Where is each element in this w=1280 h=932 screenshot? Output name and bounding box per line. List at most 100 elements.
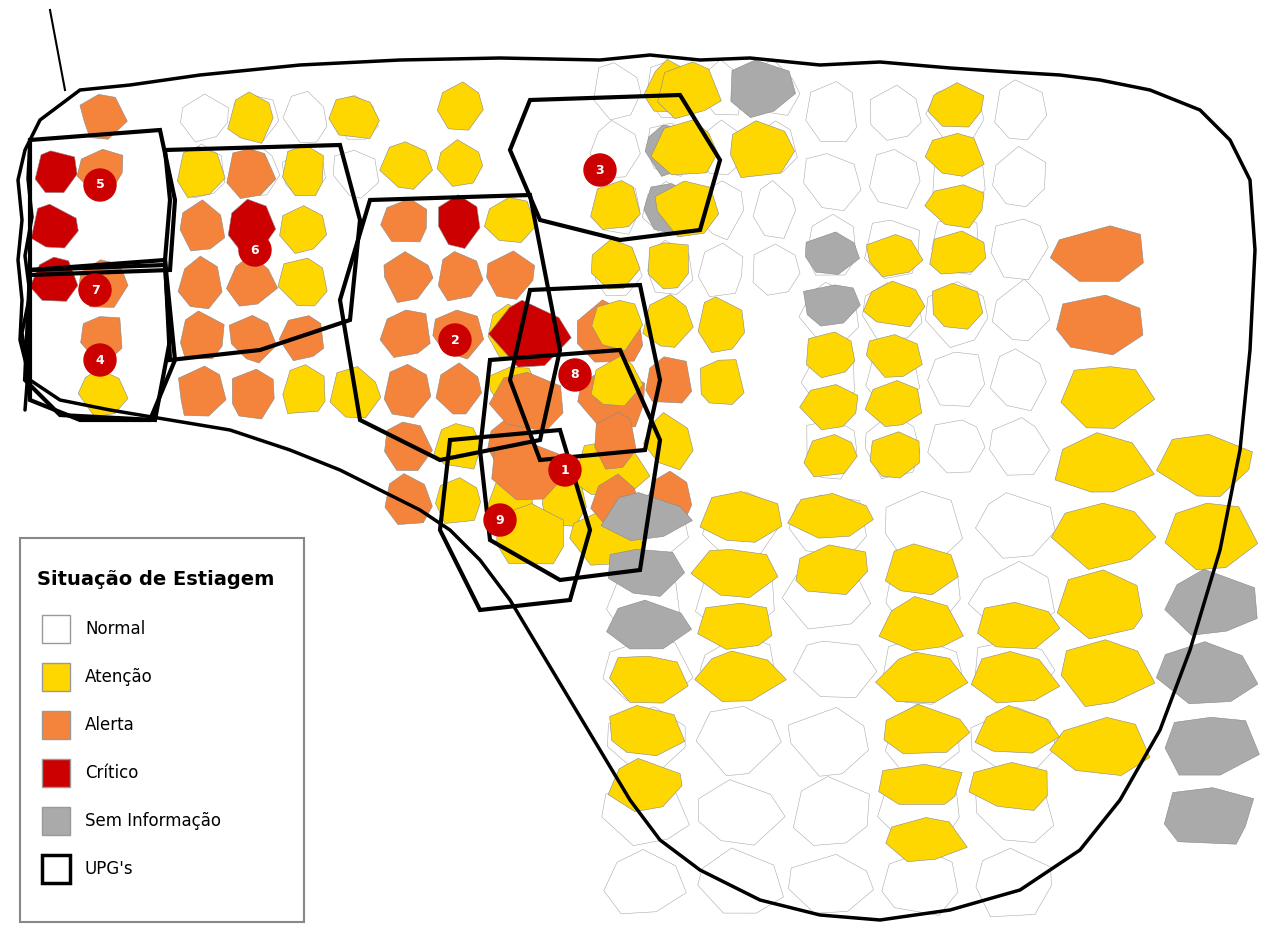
Polygon shape <box>698 603 772 650</box>
Polygon shape <box>970 707 1056 773</box>
Polygon shape <box>886 704 959 773</box>
FancyBboxPatch shape <box>42 615 70 643</box>
Polygon shape <box>806 332 855 377</box>
Polygon shape <box>543 474 586 527</box>
Polygon shape <box>878 764 963 804</box>
Polygon shape <box>232 369 274 419</box>
Polygon shape <box>178 256 221 308</box>
Polygon shape <box>178 146 225 198</box>
Polygon shape <box>699 243 742 296</box>
FancyBboxPatch shape <box>42 711 70 739</box>
Polygon shape <box>488 304 532 358</box>
Polygon shape <box>1061 639 1155 706</box>
Polygon shape <box>228 199 275 249</box>
Polygon shape <box>794 776 869 845</box>
Polygon shape <box>77 149 123 194</box>
Polygon shape <box>864 220 919 279</box>
Polygon shape <box>1165 503 1258 569</box>
Polygon shape <box>602 785 690 845</box>
Polygon shape <box>796 545 868 595</box>
Polygon shape <box>788 707 868 776</box>
Polygon shape <box>1156 434 1252 497</box>
Polygon shape <box>385 473 433 525</box>
Polygon shape <box>232 146 280 197</box>
Polygon shape <box>799 282 859 343</box>
Polygon shape <box>380 199 426 242</box>
Polygon shape <box>975 782 1053 843</box>
Polygon shape <box>570 504 643 565</box>
Polygon shape <box>886 817 968 861</box>
Polygon shape <box>804 154 861 211</box>
Text: 6: 6 <box>251 243 260 256</box>
Polygon shape <box>595 246 643 295</box>
Polygon shape <box>867 335 923 377</box>
Polygon shape <box>975 706 1060 753</box>
Text: Sem Informação: Sem Informação <box>84 812 221 830</box>
Polygon shape <box>788 855 873 913</box>
Polygon shape <box>696 706 781 775</box>
Polygon shape <box>608 549 685 596</box>
Text: Alerta: Alerta <box>84 716 134 734</box>
Polygon shape <box>497 503 563 564</box>
Polygon shape <box>227 254 278 306</box>
Text: Normal: Normal <box>84 620 145 638</box>
Polygon shape <box>489 372 563 432</box>
Polygon shape <box>991 219 1048 280</box>
Polygon shape <box>603 641 692 701</box>
Polygon shape <box>696 120 746 175</box>
Polygon shape <box>594 184 640 234</box>
Polygon shape <box>867 235 923 277</box>
Polygon shape <box>577 300 643 362</box>
Polygon shape <box>700 360 744 404</box>
Polygon shape <box>1051 503 1156 569</box>
Polygon shape <box>869 149 920 209</box>
Polygon shape <box>801 350 855 412</box>
Polygon shape <box>645 125 691 176</box>
Polygon shape <box>699 780 785 845</box>
Polygon shape <box>995 80 1047 140</box>
Polygon shape <box>384 422 433 471</box>
Polygon shape <box>488 476 532 526</box>
FancyBboxPatch shape <box>42 855 70 883</box>
Text: Atenção: Atenção <box>84 668 152 686</box>
Polygon shape <box>644 60 694 112</box>
Polygon shape <box>804 434 858 477</box>
Text: 5: 5 <box>96 179 105 191</box>
Polygon shape <box>488 417 535 471</box>
Polygon shape <box>78 369 128 417</box>
Polygon shape <box>991 349 1046 411</box>
Polygon shape <box>434 423 481 469</box>
Polygon shape <box>283 91 326 143</box>
Polygon shape <box>695 651 786 702</box>
Polygon shape <box>1051 226 1143 281</box>
Polygon shape <box>929 231 986 274</box>
Polygon shape <box>925 281 988 348</box>
Polygon shape <box>1156 642 1258 704</box>
Polygon shape <box>643 182 690 233</box>
Polygon shape <box>180 311 224 359</box>
Polygon shape <box>1056 295 1143 355</box>
Text: 9: 9 <box>495 514 504 527</box>
Circle shape <box>549 454 581 486</box>
Polygon shape <box>974 640 1055 696</box>
Text: 2: 2 <box>451 334 460 347</box>
Polygon shape <box>590 181 640 229</box>
Circle shape <box>84 169 116 201</box>
Polygon shape <box>608 759 682 812</box>
Polygon shape <box>1165 569 1257 636</box>
Polygon shape <box>644 184 690 234</box>
Polygon shape <box>652 120 718 175</box>
Polygon shape <box>794 641 877 698</box>
Polygon shape <box>925 133 984 176</box>
Polygon shape <box>439 195 480 249</box>
Polygon shape <box>228 92 273 144</box>
Polygon shape <box>750 59 800 116</box>
Polygon shape <box>969 762 1047 811</box>
Polygon shape <box>609 656 689 703</box>
Polygon shape <box>384 364 431 418</box>
Text: Situação de Estiagem: Situação de Estiagem <box>37 570 274 589</box>
Polygon shape <box>591 240 640 289</box>
Polygon shape <box>79 94 127 139</box>
Polygon shape <box>384 252 433 303</box>
Polygon shape <box>878 780 959 843</box>
